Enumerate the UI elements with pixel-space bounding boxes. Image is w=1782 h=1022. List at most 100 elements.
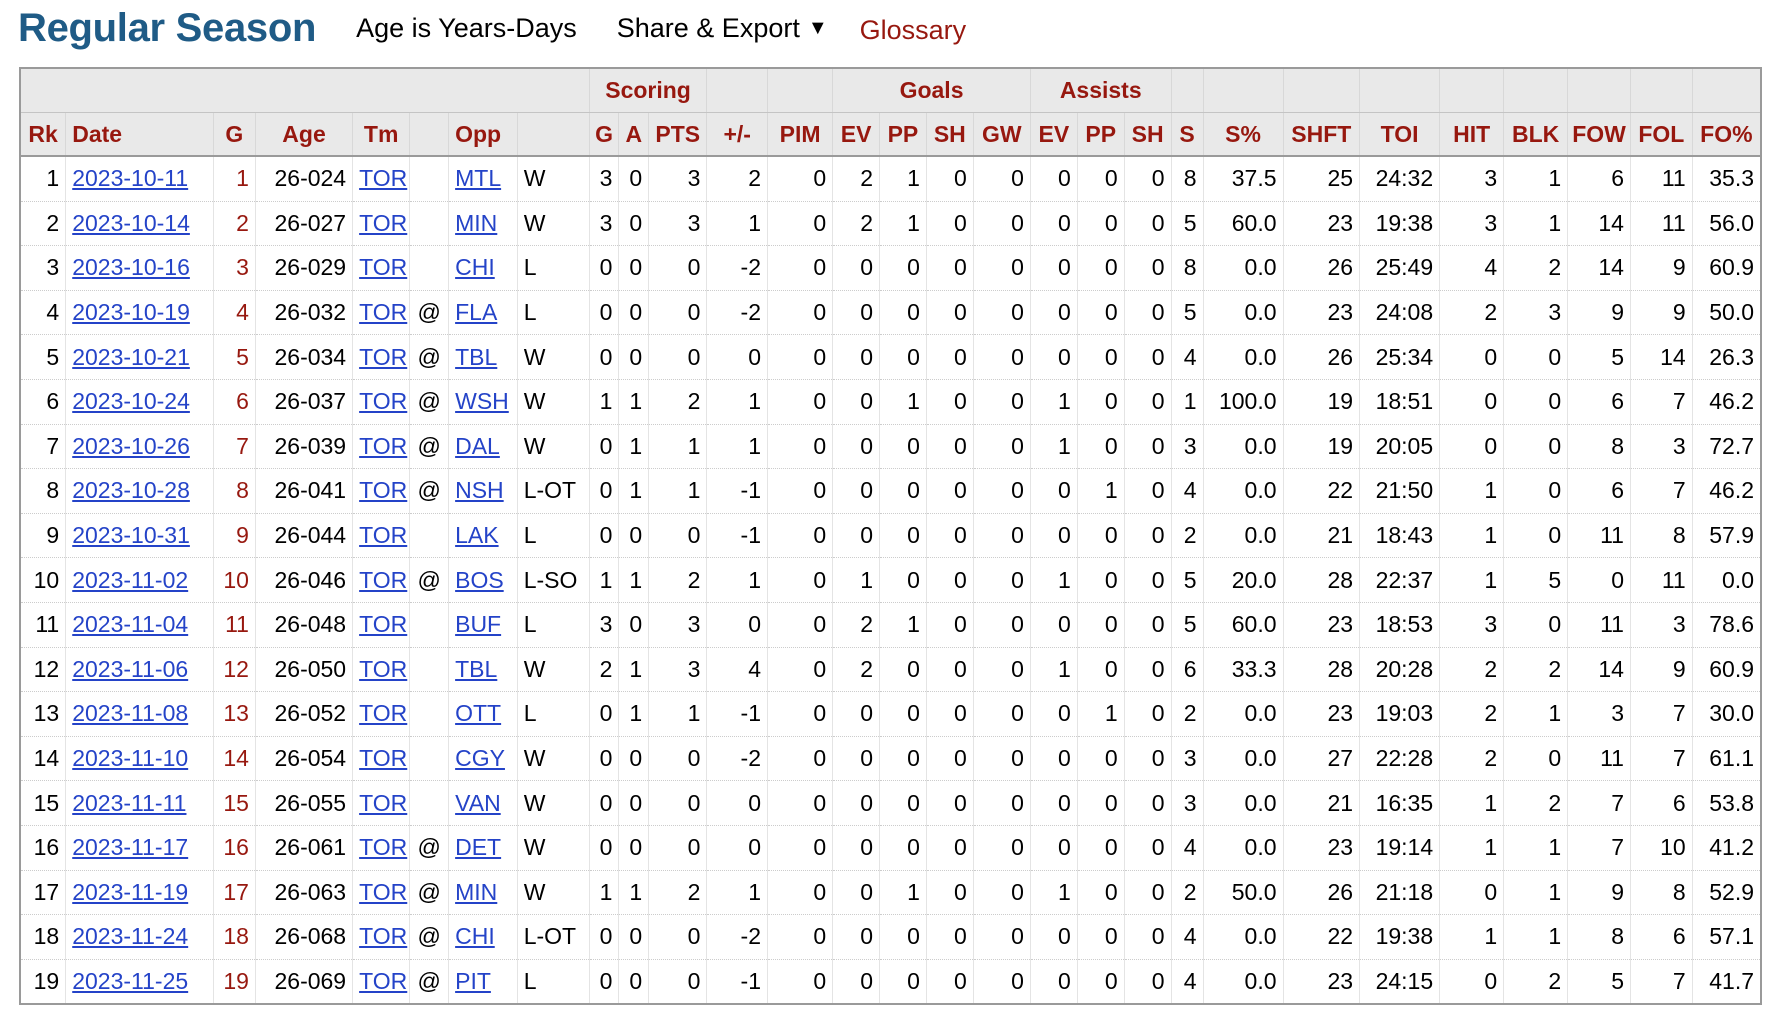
share-export-menu[interactable]: Share & Export ▼ bbox=[617, 13, 828, 44]
opponent-link[interactable]: BOS bbox=[455, 566, 504, 593]
column-header-points[interactable]: PTS bbox=[648, 112, 707, 157]
cell-result: L-OT bbox=[516, 914, 590, 960]
column-header-pp-goals[interactable]: PP bbox=[879, 112, 927, 157]
column-header-shot-pct[interactable]: S% bbox=[1202, 112, 1284, 157]
team-link[interactable]: TOR bbox=[359, 299, 408, 326]
cell-location: @ bbox=[409, 379, 449, 425]
date-link[interactable]: 2023-11-24 bbox=[72, 923, 189, 950]
column-header-hits[interactable]: HIT bbox=[1439, 112, 1504, 157]
date-link[interactable]: 2023-11-08 bbox=[72, 700, 189, 727]
column-header-pp-assists[interactable]: PP bbox=[1076, 112, 1125, 157]
opponent-link[interactable]: NSH bbox=[455, 477, 504, 504]
team-link[interactable]: TOR bbox=[359, 878, 408, 905]
team-link[interactable]: TOR bbox=[359, 209, 408, 236]
team-link[interactable]: TOR bbox=[359, 834, 408, 861]
opponent-link[interactable]: OTT bbox=[455, 700, 502, 727]
column-header-blocks[interactable]: BLK bbox=[1503, 112, 1568, 157]
opponent-link[interactable]: WSH bbox=[455, 388, 509, 415]
date-link[interactable]: 2023-11-11 bbox=[72, 789, 187, 816]
date-link[interactable]: 2023-10-26 bbox=[72, 432, 190, 459]
team-link[interactable]: TOR bbox=[359, 655, 408, 682]
date-link[interactable]: 2023-10-19 bbox=[72, 299, 190, 326]
team-link[interactable]: TOR bbox=[359, 923, 408, 950]
team-link[interactable]: TOR bbox=[359, 254, 408, 281]
column-header-fol[interactable]: FOL bbox=[1629, 112, 1693, 157]
cell-sh-goals: 0 bbox=[925, 334, 974, 380]
opponent-link[interactable]: FLA bbox=[455, 299, 498, 326]
column-header-date[interactable]: Date bbox=[65, 112, 214, 157]
opponent-link[interactable]: MIN bbox=[455, 878, 498, 905]
date-link[interactable]: 2023-11-10 bbox=[72, 745, 189, 772]
column-header-assists[interactable]: A bbox=[618, 112, 649, 157]
cell-assists: 1 bbox=[618, 557, 649, 603]
opponent-link[interactable]: DAL bbox=[455, 432, 500, 459]
opponent-link[interactable]: PIT bbox=[455, 967, 491, 994]
opponent-link[interactable]: LAK bbox=[455, 522, 499, 549]
column-header-toi[interactable]: TOI bbox=[1359, 112, 1440, 157]
cell-assists: 0 bbox=[618, 201, 649, 247]
opponent-link[interactable]: TBL bbox=[455, 343, 498, 370]
team-link[interactable]: TOR bbox=[359, 566, 408, 593]
date-link[interactable]: 2023-11-06 bbox=[72, 655, 189, 682]
header-group bbox=[1359, 68, 1440, 113]
team-link[interactable]: TOR bbox=[359, 789, 408, 816]
header-group bbox=[1282, 68, 1360, 113]
column-header-goals[interactable]: G bbox=[588, 112, 619, 157]
opponent-link[interactable]: TBL bbox=[455, 655, 498, 682]
column-header-sh-goals[interactable]: SH bbox=[925, 112, 974, 157]
team-link[interactable]: TOR bbox=[359, 388, 408, 415]
date-link[interactable]: 2023-10-31 bbox=[72, 522, 190, 549]
cell-sh-goals: 0 bbox=[925, 424, 974, 470]
date-link[interactable]: 2023-10-14 bbox=[72, 209, 190, 236]
cell-opponent: CHI bbox=[448, 914, 518, 960]
column-header-sh-assists[interactable]: SH bbox=[1123, 112, 1172, 157]
team-link[interactable]: TOR bbox=[359, 611, 408, 638]
date-link[interactable]: 2023-10-24 bbox=[72, 388, 190, 415]
date-link[interactable]: 2023-11-25 bbox=[72, 967, 189, 994]
opponent-link[interactable]: MTL bbox=[455, 165, 502, 192]
glossary-link[interactable]: Glossary bbox=[859, 14, 967, 45]
column-header-ev-goals[interactable]: EV bbox=[832, 112, 880, 157]
cell-game-number: 19 bbox=[212, 959, 256, 1005]
cell-sh-assists: 0 bbox=[1123, 602, 1172, 648]
date-link[interactable]: 2023-11-19 bbox=[72, 878, 189, 905]
column-header-fow[interactable]: FOW bbox=[1567, 112, 1631, 157]
opponent-link[interactable]: MIN bbox=[455, 209, 498, 236]
column-header-opponent[interactable]: Opp bbox=[448, 112, 518, 157]
team-link[interactable]: TOR bbox=[359, 522, 408, 549]
date-link[interactable]: 2023-10-11 bbox=[72, 165, 189, 192]
team-link[interactable]: TOR bbox=[359, 700, 408, 727]
opponent-link[interactable]: CHI bbox=[455, 254, 495, 281]
opponent-link[interactable]: CHI bbox=[455, 923, 495, 950]
team-link[interactable]: TOR bbox=[359, 967, 408, 994]
opponent-link[interactable]: VAN bbox=[455, 789, 501, 816]
opponent-link[interactable]: CGY bbox=[455, 745, 505, 772]
team-link[interactable]: TOR bbox=[359, 343, 408, 370]
column-header-game-number[interactable]: G bbox=[212, 112, 256, 157]
date-link[interactable]: 2023-11-04 bbox=[72, 611, 189, 638]
column-header-fo-pct[interactable]: FO% bbox=[1691, 112, 1761, 157]
column-header-age[interactable]: Age bbox=[254, 112, 353, 157]
column-header-team[interactable]: Tm bbox=[352, 112, 410, 157]
date-link[interactable]: 2023-10-16 bbox=[72, 254, 190, 281]
column-header-shifts[interactable]: SHFT bbox=[1282, 112, 1360, 157]
column-header-rank[interactable]: Rk bbox=[19, 112, 66, 157]
team-link[interactable]: TOR bbox=[359, 745, 408, 772]
cell-pp-goals: 0 bbox=[879, 334, 927, 380]
column-header-pim[interactable]: PIM bbox=[766, 112, 833, 157]
team-link[interactable]: TOR bbox=[359, 477, 408, 504]
cell-sh-assists: 0 bbox=[1123, 468, 1172, 514]
opponent-link[interactable]: DET bbox=[455, 834, 502, 861]
date-link[interactable]: 2023-10-28 bbox=[72, 477, 190, 504]
date-link[interactable]: 2023-10-21 bbox=[72, 343, 190, 370]
cell-result: W bbox=[516, 825, 590, 871]
team-link[interactable]: TOR bbox=[359, 432, 408, 459]
column-header-ev-assists[interactable]: EV bbox=[1029, 112, 1078, 157]
date-link[interactable]: 2023-11-02 bbox=[72, 566, 189, 593]
column-header-gw-goals[interactable]: GW bbox=[972, 112, 1031, 157]
column-header-shots[interactable]: S bbox=[1170, 112, 1204, 157]
date-link[interactable]: 2023-11-17 bbox=[72, 834, 189, 861]
opponent-link[interactable]: BUF bbox=[455, 611, 502, 638]
team-link[interactable]: TOR bbox=[359, 165, 408, 192]
column-header-plus-minus[interactable]: +/- bbox=[706, 112, 768, 157]
